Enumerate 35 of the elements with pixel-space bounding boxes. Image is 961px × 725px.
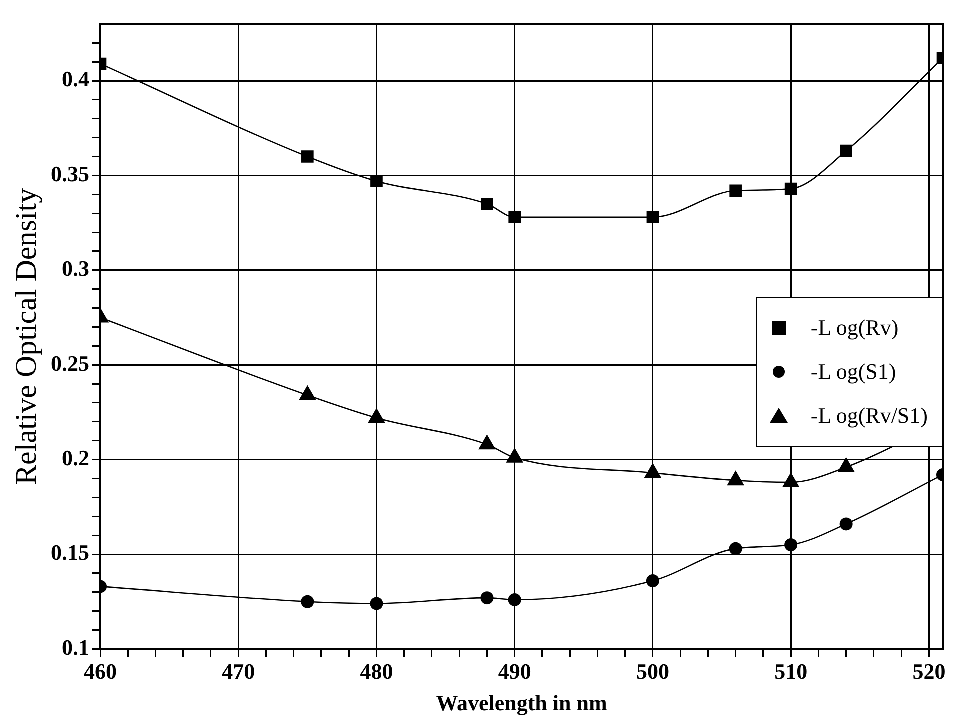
y-tick-label: 0.15 bbox=[51, 540, 90, 566]
x-tick-label: 520 bbox=[912, 659, 946, 684]
legend-label: -L og(Rv/S1) bbox=[810, 402, 928, 429]
y-tick-label: 0.25 bbox=[51, 350, 90, 376]
point bbox=[730, 184, 742, 198]
y-tick-label: 0.4 bbox=[62, 66, 90, 92]
x-axis-title: Wavelength in nm bbox=[436, 690, 608, 716]
point bbox=[302, 150, 314, 163]
point bbox=[508, 211, 521, 224]
point bbox=[646, 211, 660, 224]
point bbox=[784, 538, 798, 552]
point bbox=[840, 144, 852, 158]
point bbox=[729, 542, 742, 556]
legend-label: -L og(S1) bbox=[810, 358, 896, 385]
point bbox=[370, 597, 384, 610]
point bbox=[646, 574, 660, 588]
legend-label: -L og(Rv) bbox=[810, 314, 899, 341]
point bbox=[370, 175, 383, 188]
x-tick-label: 500 bbox=[636, 659, 670, 684]
y-tick-label: 0.35 bbox=[51, 161, 90, 186]
y-axis-title: Relative Optical Density bbox=[10, 188, 43, 485]
point bbox=[481, 198, 494, 210]
y-tick-label: 0.3 bbox=[62, 256, 90, 282]
point bbox=[784, 182, 798, 196]
x-tick-label: 480 bbox=[360, 659, 394, 684]
point bbox=[840, 518, 853, 531]
x-tick-label: 460 bbox=[84, 659, 117, 684]
y-tick-label: 0.1 bbox=[62, 634, 90, 660]
point bbox=[508, 593, 522, 606]
x-tick-label: 510 bbox=[774, 659, 808, 684]
y-tick-label: 0.2 bbox=[62, 445, 90, 470]
x-tick-label: 470 bbox=[222, 659, 256, 684]
x-tick-label: 490 bbox=[498, 659, 532, 684]
point bbox=[480, 592, 494, 605]
point bbox=[301, 595, 314, 608]
